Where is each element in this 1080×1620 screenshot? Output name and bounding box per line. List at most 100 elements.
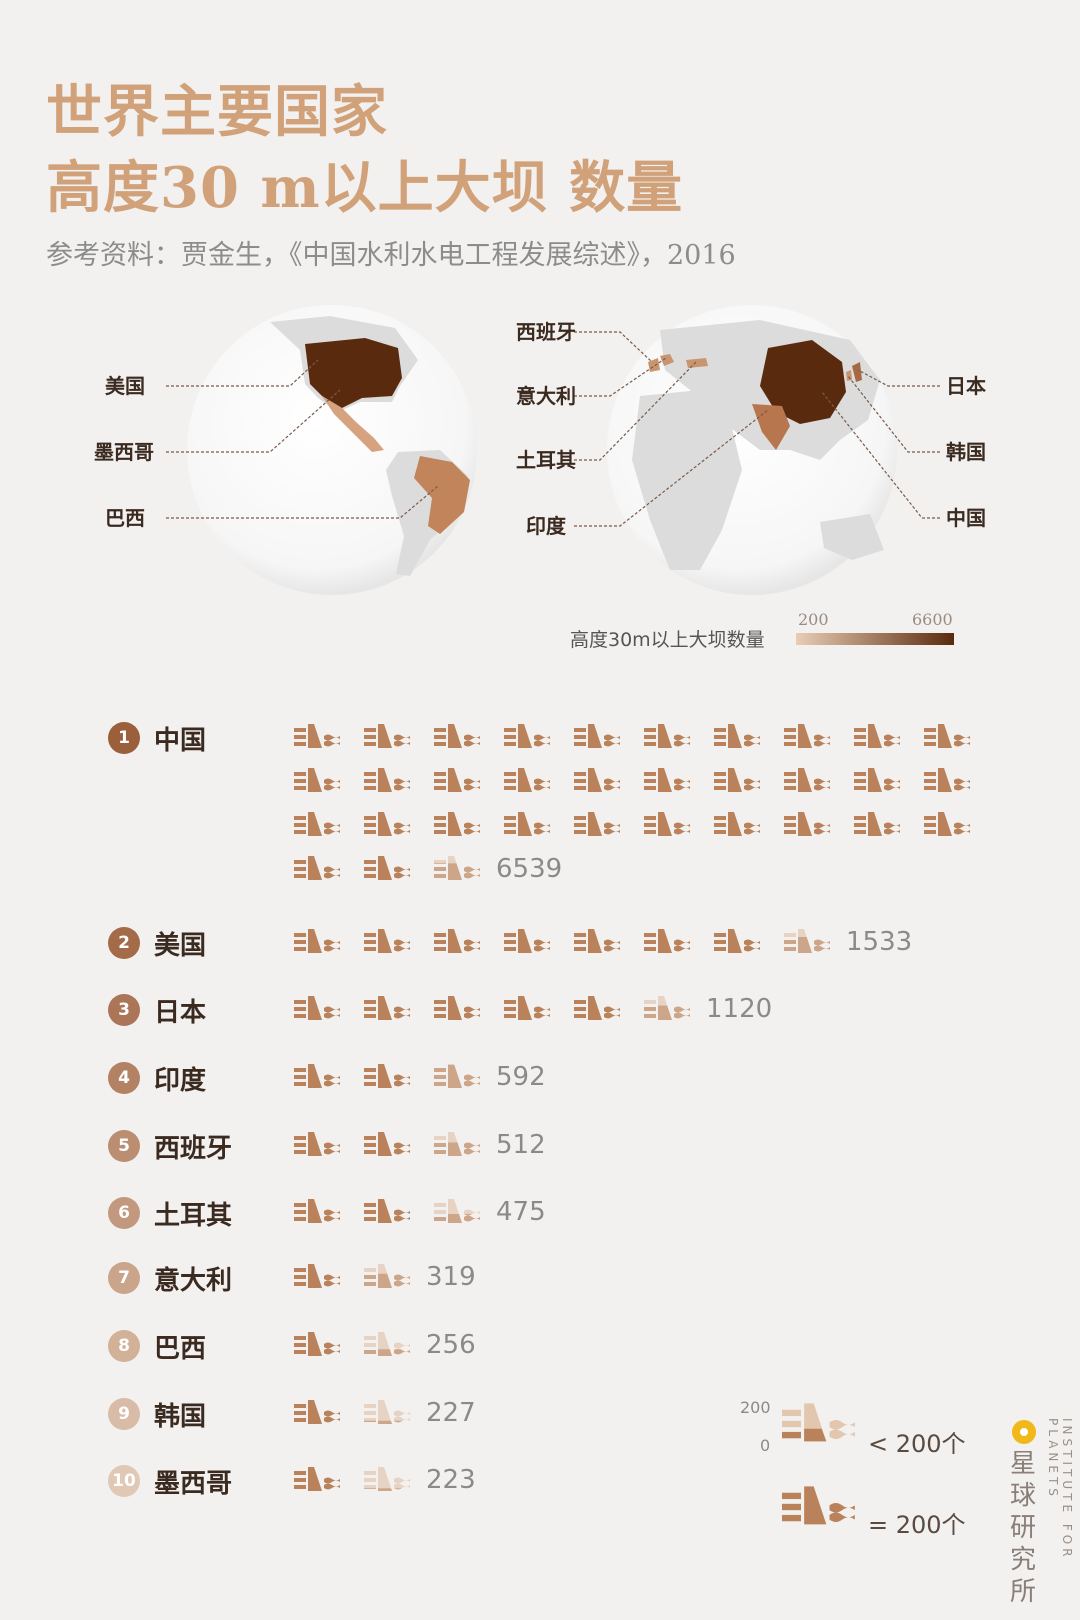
dam-icon-full: [924, 812, 972, 838]
dam-icon-full: [924, 724, 972, 750]
rank-row-head: 9 韩国: [108, 1396, 206, 1432]
dam-icon-full: [364, 1199, 412, 1225]
dam-icon-full: [434, 812, 482, 838]
rank-badge: 9: [108, 1398, 140, 1430]
dam-icon-full: [574, 724, 622, 750]
rank-badge: 3: [108, 994, 140, 1026]
title-line2: 高度30 m以上大坝 数量: [46, 155, 684, 221]
japan-shape: [852, 362, 862, 382]
dam-icon-full: [364, 724, 412, 750]
leader-spain: [574, 331, 653, 363]
dam-icon-full: [574, 929, 622, 955]
dam-icon-full: [364, 1132, 412, 1158]
country-label: 巴西: [154, 1333, 207, 1364]
rank-badge: 1: [108, 722, 140, 754]
rank-badge: 8: [108, 1330, 140, 1362]
eurasia-globe: [607, 305, 897, 595]
color-legend: 200 6600 高度30m以上大坝数量: [570, 610, 954, 651]
dam-icon-full: [364, 1064, 412, 1090]
map-label-japan: 日本: [946, 374, 986, 398]
dam-icon-full: [294, 1199, 342, 1225]
dam-icon-full: [714, 724, 762, 750]
rank-badge: 2: [108, 927, 140, 959]
dam-icon-full: [644, 768, 692, 794]
legend-gradient-bar: [796, 633, 954, 645]
dam-icon-full: [364, 929, 412, 955]
globe-maps: 美国 墨西哥 巴西 西班牙 意大利 土耳其 印度 日本 韩国 中国 200 66…: [94, 305, 986, 651]
dam-icon-full: [854, 768, 902, 794]
brazil-shape: [414, 456, 470, 534]
rank-row-head: 2 美国: [108, 925, 206, 961]
dam-icon-partial: [434, 1199, 482, 1225]
usa-shape: [305, 338, 402, 408]
dam-icon-partial: [364, 1400, 412, 1426]
dam-icon-full: [294, 1332, 342, 1358]
leader-italy: [574, 357, 667, 397]
dam-icon-full: [364, 856, 412, 882]
map-label-turkey: 土耳其: [516, 448, 576, 472]
legend-title: 高度30m以上大坝数量: [570, 629, 765, 651]
dam-icon-partial: [434, 1064, 482, 1090]
legend-max: 6600: [912, 610, 953, 629]
rank-badge: 7: [108, 1262, 140, 1294]
dam-icon-full: [714, 768, 762, 794]
dam-icon-partial: [644, 996, 692, 1022]
dam-icon-partial: [364, 1332, 412, 1358]
mexico-shape: [322, 396, 384, 452]
map-label-spain: 西班牙: [516, 320, 576, 344]
china-shape: [760, 340, 846, 424]
dam-icon-full: [294, 929, 342, 955]
dam-icon-full: [294, 856, 342, 882]
rank-row-head: 5 西班牙: [108, 1128, 232, 1164]
dam-icon-full: [434, 768, 482, 794]
dam-icon-full: [294, 1064, 342, 1090]
key-partial-label: < 200个: [868, 1430, 966, 1458]
dam-icon-full: [294, 1264, 342, 1290]
dam-icon-full: [504, 929, 552, 955]
dam-icon-full: [854, 812, 902, 838]
country-label: 意大利: [154, 1265, 233, 1296]
planet-icon: [1012, 1420, 1036, 1444]
dam-icon-full: [714, 812, 762, 838]
map-label-brazil: 巴西: [105, 506, 145, 530]
dam-icon-full: [294, 1467, 342, 1493]
rank-row-head: 7 意大利: [108, 1260, 232, 1296]
leader-china: [821, 391, 940, 519]
dam-icon-partial: [364, 1264, 412, 1290]
dam-icon-full: [784, 724, 832, 750]
map-label-india: 印度: [526, 514, 567, 538]
rank-row-head: 4 印度: [108, 1060, 206, 1096]
dam-icon-full: [644, 724, 692, 750]
rank-badge: 4: [108, 1062, 140, 1094]
dam-icon-full: [854, 724, 902, 750]
value-label: 475: [496, 1197, 546, 1227]
dam-icon-full: [294, 812, 342, 838]
australia-land: [820, 514, 884, 560]
dam-icon-full: [294, 1400, 342, 1426]
legend-min: 200: [798, 610, 829, 629]
country-label: 中国: [154, 725, 207, 756]
dam-icon-partial: [434, 856, 482, 882]
dam-icon-full: [364, 768, 412, 794]
dam-icon-partial: [364, 1467, 412, 1493]
value-label: 223: [426, 1465, 476, 1495]
value-label: 592: [496, 1062, 546, 1092]
rank-badge: 10: [108, 1465, 140, 1497]
dam-icon-full: [574, 996, 622, 1022]
rank-row-head: 8 巴西: [108, 1328, 206, 1364]
turkey-shape: [686, 358, 708, 368]
dam-icon-full: [924, 768, 972, 794]
leader-mexico: [166, 389, 341, 453]
rank-row-head: 3 日本: [108, 992, 206, 1028]
leader-usa: [166, 359, 319, 387]
map-label-korea: 韩国: [946, 440, 986, 464]
dam-icon-full: [504, 812, 552, 838]
rank-badge: 5: [108, 1130, 140, 1162]
map-label-italy: 意大利: [516, 384, 576, 408]
americas-globe: [187, 305, 477, 595]
rank-row-head: 6 土耳其: [108, 1195, 232, 1231]
dam-icon-full: [364, 812, 412, 838]
country-label: 西班牙: [154, 1133, 233, 1164]
dam-icon-full: [574, 812, 622, 838]
